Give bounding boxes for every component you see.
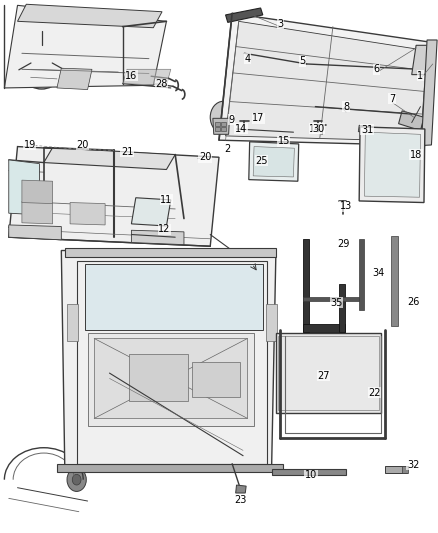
Text: 32: 32 <box>407 460 419 470</box>
Text: 6: 6 <box>374 64 380 74</box>
Polygon shape <box>61 251 276 470</box>
Polygon shape <box>18 4 162 28</box>
Text: 23: 23 <box>234 495 246 505</box>
Polygon shape <box>359 127 425 203</box>
Text: 11: 11 <box>160 195 173 205</box>
Text: 29: 29 <box>338 239 350 248</box>
Polygon shape <box>213 118 230 134</box>
Polygon shape <box>412 45 431 75</box>
Polygon shape <box>385 466 407 473</box>
Text: 9: 9 <box>228 115 234 125</box>
Text: 21: 21 <box>121 147 133 157</box>
Text: 7: 7 <box>389 94 395 103</box>
Polygon shape <box>94 338 247 418</box>
Circle shape <box>66 53 83 75</box>
Circle shape <box>72 474 81 485</box>
Polygon shape <box>9 160 39 215</box>
Polygon shape <box>303 239 309 332</box>
Text: 27: 27 <box>317 371 329 381</box>
Polygon shape <box>123 69 171 85</box>
Polygon shape <box>57 68 92 90</box>
Text: 14: 14 <box>235 124 247 134</box>
Polygon shape <box>215 127 220 131</box>
Text: 8: 8 <box>343 102 349 111</box>
Polygon shape <box>221 127 226 131</box>
Polygon shape <box>391 236 398 326</box>
Text: 18: 18 <box>410 150 422 159</box>
Polygon shape <box>421 40 437 146</box>
Polygon shape <box>44 148 175 169</box>
Text: 34: 34 <box>373 269 385 278</box>
Polygon shape <box>4 5 166 88</box>
Text: 20: 20 <box>199 152 211 162</box>
Text: 12: 12 <box>158 224 170 234</box>
Polygon shape <box>85 264 263 330</box>
Polygon shape <box>129 354 188 401</box>
Text: 20: 20 <box>76 140 88 150</box>
Circle shape <box>157 185 176 209</box>
Polygon shape <box>9 147 219 246</box>
Text: 15: 15 <box>278 136 290 146</box>
Polygon shape <box>339 284 345 332</box>
Polygon shape <box>249 142 299 181</box>
Polygon shape <box>131 230 184 245</box>
Text: 13: 13 <box>340 201 352 211</box>
Polygon shape <box>219 13 434 146</box>
Polygon shape <box>236 485 246 493</box>
Polygon shape <box>359 239 364 310</box>
Text: 31: 31 <box>361 125 373 134</box>
Text: 35: 35 <box>330 298 343 308</box>
Text: 28: 28 <box>155 79 167 89</box>
Polygon shape <box>358 125 373 133</box>
Polygon shape <box>402 466 408 473</box>
Text: 30: 30 <box>313 124 325 134</box>
Text: 5: 5 <box>299 56 305 66</box>
Polygon shape <box>266 304 277 341</box>
Polygon shape <box>253 156 270 165</box>
Polygon shape <box>131 198 171 226</box>
Polygon shape <box>303 297 359 301</box>
Polygon shape <box>65 248 276 257</box>
Polygon shape <box>221 122 226 126</box>
Text: 1: 1 <box>417 71 424 80</box>
Polygon shape <box>364 132 420 197</box>
Polygon shape <box>303 324 345 332</box>
Polygon shape <box>22 201 53 224</box>
Polygon shape <box>67 304 78 341</box>
Text: 17: 17 <box>252 114 265 123</box>
Polygon shape <box>22 180 53 204</box>
Text: 10: 10 <box>305 471 317 480</box>
Circle shape <box>15 25 68 89</box>
Text: 3: 3 <box>277 19 283 29</box>
Circle shape <box>29 42 54 72</box>
Circle shape <box>147 173 186 221</box>
Polygon shape <box>215 122 220 126</box>
Circle shape <box>83 53 101 75</box>
Polygon shape <box>192 362 240 397</box>
Polygon shape <box>276 333 381 413</box>
Polygon shape <box>272 469 346 475</box>
Text: 19: 19 <box>24 140 36 150</box>
Circle shape <box>67 468 86 491</box>
Polygon shape <box>399 111 424 131</box>
Polygon shape <box>70 203 105 225</box>
Text: 22: 22 <box>368 388 381 398</box>
Text: 26: 26 <box>408 297 420 307</box>
Polygon shape <box>57 464 283 472</box>
Circle shape <box>101 53 118 75</box>
Text: 16: 16 <box>125 71 138 80</box>
Text: 25: 25 <box>255 156 268 166</box>
Text: 14: 14 <box>309 124 321 134</box>
Polygon shape <box>9 225 61 240</box>
Circle shape <box>210 101 237 133</box>
Text: 2: 2 <box>225 144 231 154</box>
Polygon shape <box>88 333 254 426</box>
Polygon shape <box>253 147 294 177</box>
Polygon shape <box>226 8 263 22</box>
Text: 4: 4 <box>244 54 251 63</box>
Polygon shape <box>226 21 427 141</box>
